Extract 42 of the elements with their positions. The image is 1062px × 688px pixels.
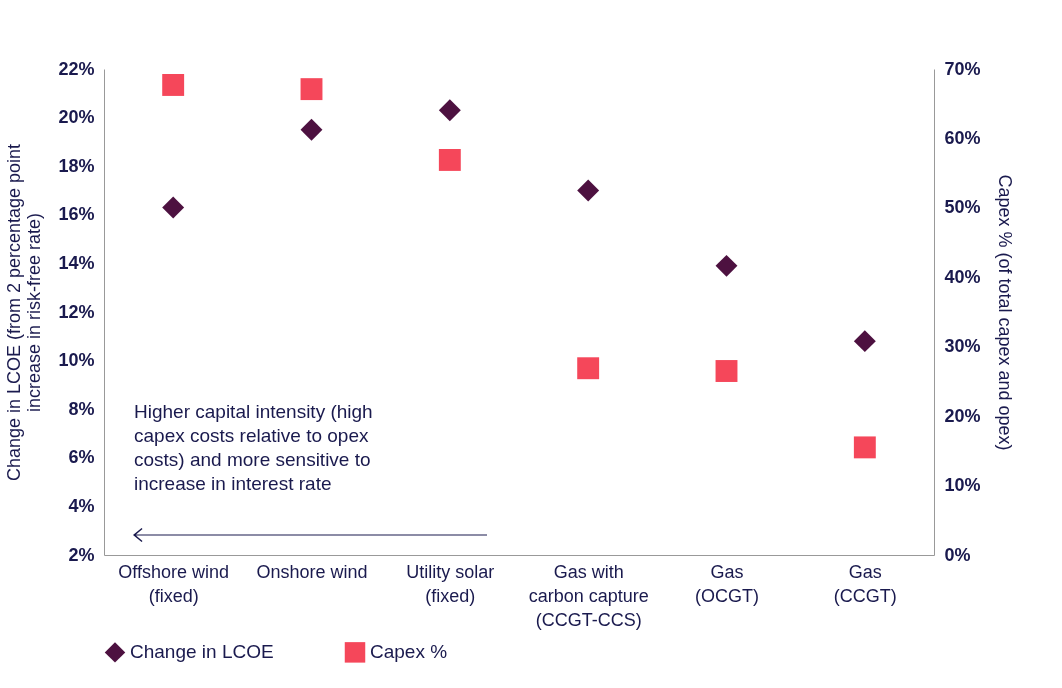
x-tick-label: Gas (OCGT) [695, 561, 759, 606]
point [162, 74, 185, 96]
y2-tick-label: 70% [944, 58, 981, 79]
y-tick-label: 12% [58, 301, 95, 322]
point [300, 78, 323, 101]
point [715, 254, 738, 277]
y2-tick-label: 10% [944, 475, 981, 496]
point [853, 330, 876, 353]
y2-tick-label: 40% [944, 266, 981, 287]
point [715, 360, 738, 382]
y2-tick-label: 50% [944, 197, 981, 218]
point [577, 357, 600, 380]
x-tick-label: Utility solar (fixed) [406, 561, 495, 606]
x-tick-label: Offshore wind (fixed) [118, 561, 230, 606]
y-tick-label: 8% [68, 398, 95, 419]
y-axis-title: Change in LCOE (from 2 percentage point increase in risk-free rate) [4, 143, 45, 482]
y-tick-label: 2% [68, 544, 95, 565]
x-tick-label: Gas with carbon capture (CCGT-CCS) [528, 561, 649, 630]
y-tick-label: 6% [68, 447, 95, 468]
point [438, 99, 461, 122]
y-tick-label: 10% [58, 350, 95, 371]
point [300, 118, 323, 141]
y-tick-label: 4% [68, 495, 95, 516]
y-tick-label: 22% [58, 58, 95, 79]
point [438, 149, 461, 171]
legend-label: Capex % [370, 641, 448, 663]
y2-tick-label: 30% [944, 336, 981, 357]
y2-tick-label: 0% [944, 544, 971, 565]
y-tick-label: 16% [58, 204, 95, 225]
point [162, 196, 185, 219]
legend-label: Change in LCOE [130, 641, 274, 663]
point [853, 436, 876, 459]
point [577, 179, 600, 202]
x-tick-label: Gas (CCGT) [833, 561, 897, 606]
x-tick-label: Onshore wind [256, 561, 368, 582]
y2-axis-title: Capex % (of total capex and opex) [994, 174, 1015, 451]
y2-tick-label: 20% [944, 405, 981, 426]
y-tick-label: 18% [58, 155, 95, 176]
y2-tick-label: 60% [944, 127, 981, 148]
y-tick-label: 20% [58, 107, 95, 128]
annotation: Higher capital intensity (high capex costs relative to opex costs) and more sensitive to increase in interest rate [134, 401, 373, 494]
y-tick-label: 14% [58, 252, 95, 273]
